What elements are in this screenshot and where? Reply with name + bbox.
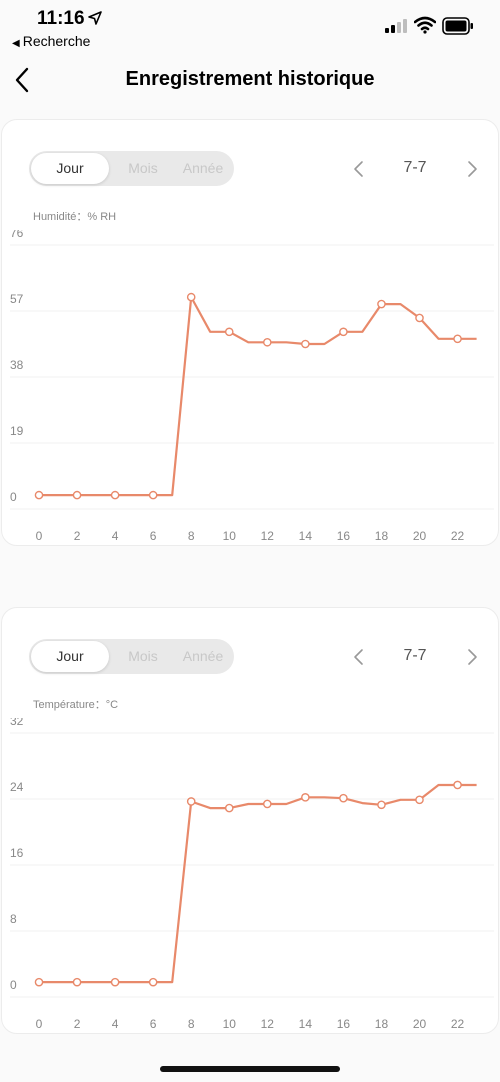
data-point[interactable] xyxy=(186,292,196,302)
data-point[interactable] xyxy=(263,337,272,347)
x-tick-label: 6 xyxy=(150,1017,157,1031)
data-point[interactable] xyxy=(415,313,424,323)
x-tick-label: 20 xyxy=(413,529,427,543)
y-tick-label: 24 xyxy=(10,780,24,794)
data-point[interactable] xyxy=(453,780,462,790)
chevron-right-icon[interactable] xyxy=(462,647,482,667)
chevron-left-icon[interactable] xyxy=(12,66,34,94)
data-point[interactable] xyxy=(453,334,462,344)
y-tick-label: 8 xyxy=(10,912,17,926)
humidity-card: Jour Mois Année 7-7 Humidité：% RH 0 19 38 5… xyxy=(1,119,499,546)
humidity-line-chart: 0 19 38 57 76 0 2 4 6 8 10 12 14 16 18 20 22 xyxy=(10,230,494,543)
x-tick-label: 6 xyxy=(150,529,157,543)
x-tick-label: 12 xyxy=(261,1017,275,1031)
back-app-label: Recherche xyxy=(22,33,91,49)
data-point[interactable] xyxy=(377,299,386,309)
data-point[interactable] xyxy=(263,799,272,809)
chevron-right-icon[interactable] xyxy=(462,159,482,179)
chart-unit-label: Humidité：% RH xyxy=(33,211,117,223)
y-tick-label: 0 xyxy=(10,490,17,504)
x-tick-label: 0 xyxy=(36,1017,43,1031)
x-tick-label: 12 xyxy=(261,529,275,543)
data-point[interactable] xyxy=(34,490,44,500)
data-point[interactable] xyxy=(34,977,44,987)
y-tick-label: 19 xyxy=(10,424,24,438)
x-tick-label: 20 xyxy=(413,1017,427,1031)
x-tick-label: 4 xyxy=(112,1017,119,1031)
battery-icon xyxy=(442,17,473,35)
x-tick-label: 18 xyxy=(375,529,389,543)
y-tick-label: 32 xyxy=(10,718,24,728)
y-tick-label: 76 xyxy=(10,230,24,240)
tab-jour[interactable]: Jour xyxy=(31,641,109,672)
x-tick-label: 14 xyxy=(299,1017,313,1031)
tab-annee[interactable]: Année xyxy=(182,648,224,664)
data-point[interactable] xyxy=(110,490,120,500)
x-tick-label: 22 xyxy=(451,529,465,543)
x-tick-label: 2 xyxy=(74,529,81,543)
x-tick-label: 8 xyxy=(188,529,195,543)
x-tick-label: 10 xyxy=(223,1017,237,1031)
x-tick-label: 0 xyxy=(36,529,43,543)
status-time: 11:16 xyxy=(37,8,85,29)
data-point[interactable] xyxy=(224,803,234,813)
status-bar: 11:16 ◀ Recherche xyxy=(0,0,500,56)
tab-annee[interactable]: Année xyxy=(182,160,224,176)
chart-unit-label: Température：°C xyxy=(33,699,119,711)
y-tick-label: 57 xyxy=(10,292,24,306)
series-line xyxy=(39,783,477,984)
tab-mois[interactable]: Mois xyxy=(128,648,158,664)
data-point[interactable] xyxy=(186,797,196,806)
period-segmented-control: Jour Mois Année xyxy=(29,639,234,674)
data-point[interactable] xyxy=(377,800,386,810)
series-line xyxy=(39,295,477,497)
x-tick-label: 10 xyxy=(223,529,237,543)
page-title: Enregistrement historique xyxy=(125,68,375,90)
data-point[interactable] xyxy=(224,327,234,337)
x-tick-label: 16 xyxy=(337,529,351,543)
data-point[interactable] xyxy=(301,339,310,349)
wifi-icon xyxy=(414,16,436,34)
chevron-left-icon[interactable] xyxy=(349,159,369,179)
data-point[interactable] xyxy=(72,490,82,500)
y-tick-label: 38 xyxy=(10,358,24,372)
data-point[interactable] xyxy=(339,327,348,337)
y-tick-label: 16 xyxy=(10,846,24,860)
data-point[interactable] xyxy=(148,490,158,500)
header: Enregistrement historique xyxy=(0,56,500,106)
tab-mois[interactable]: Mois xyxy=(128,160,158,176)
x-tick-label: 4 xyxy=(112,529,119,543)
data-point[interactable] xyxy=(110,977,120,987)
x-tick-label: 22 xyxy=(451,1017,465,1031)
y-tick-label: 0 xyxy=(10,978,17,992)
data-point[interactable] xyxy=(339,793,348,803)
temperature-card: Jour Mois Année 7-7 Température：°C 0 8 16 2… xyxy=(1,607,499,1034)
location-arrow-icon xyxy=(88,11,102,25)
date-label: 7-7 xyxy=(403,159,427,176)
x-tick-label: 8 xyxy=(188,1017,195,1031)
data-point[interactable] xyxy=(148,977,158,987)
data-point[interactable] xyxy=(301,793,310,802)
back-triangle-icon: ◀ xyxy=(12,38,20,49)
x-tick-label: 18 xyxy=(375,1017,389,1031)
x-tick-label: 16 xyxy=(337,1017,351,1031)
x-tick-label: 2 xyxy=(74,1017,81,1031)
x-tick-label: 14 xyxy=(299,529,313,543)
chevron-left-icon[interactable] xyxy=(349,647,369,667)
period-segmented-control: Jour Mois Année xyxy=(29,151,234,186)
signal-icon xyxy=(385,19,407,33)
date-label: 7-7 xyxy=(403,647,427,664)
back-to-app-link[interactable]: ◀ Recherche xyxy=(12,33,90,49)
data-point[interactable] xyxy=(72,977,82,987)
tab-jour[interactable]: Jour xyxy=(31,153,109,184)
data-point[interactable] xyxy=(415,795,424,805)
home-indicator xyxy=(160,1066,340,1072)
